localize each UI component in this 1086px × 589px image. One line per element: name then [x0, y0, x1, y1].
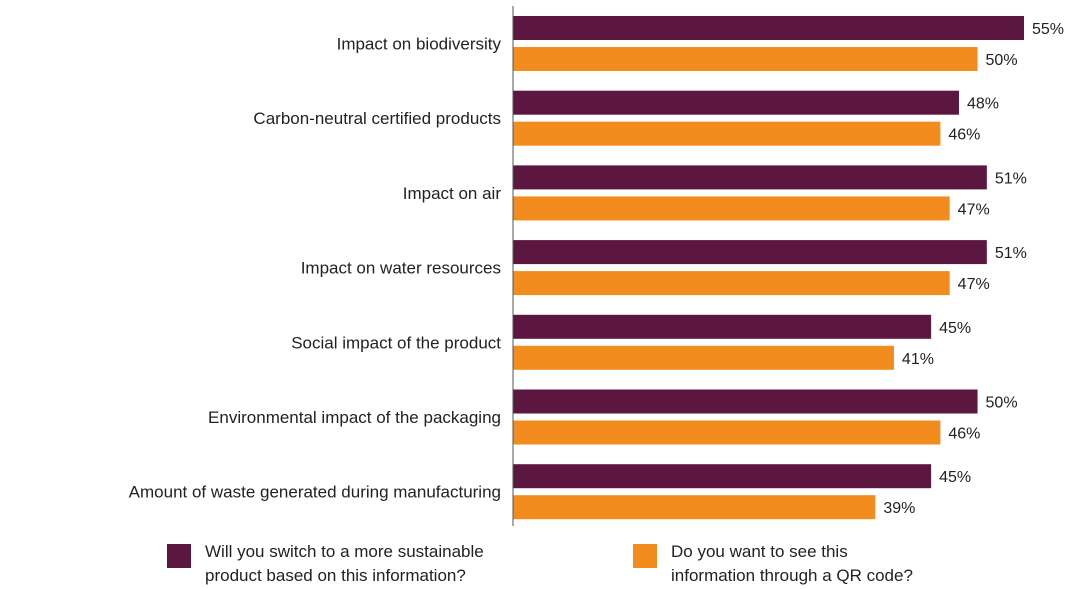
- legend-label-switch: Will you switch to a more sustainable pr…: [205, 540, 575, 588]
- data-label: 51%: [995, 170, 1027, 187]
- legend-item-switch: Will you switch to a more sustainable pr…: [167, 540, 575, 588]
- category-label: Impact on biodiversity: [337, 35, 502, 54]
- category-label: Environmental impact of the packaging: [208, 408, 501, 427]
- data-label: 55%: [1032, 21, 1064, 38]
- data-label: 51%: [995, 245, 1027, 262]
- bar-qr: [513, 121, 941, 146]
- category-label: Impact on water resources: [301, 259, 501, 278]
- data-label: 47%: [958, 201, 990, 218]
- bar-qr: [513, 345, 894, 370]
- bar-switch: [513, 389, 978, 414]
- legend-label-switch-line2: product based on this information?: [205, 566, 466, 585]
- legend-item-qr: Do you want to see this information thro…: [633, 540, 1041, 588]
- bar-qr: [513, 196, 950, 221]
- category-label: Carbon-neutral certified products: [253, 109, 501, 128]
- bar-qr: [513, 271, 950, 296]
- category-label: Social impact of the product: [291, 333, 501, 352]
- data-label: 50%: [986, 395, 1018, 412]
- data-label: 45%: [939, 320, 971, 337]
- bar-switch: [513, 90, 959, 115]
- bar-switch: [513, 165, 987, 190]
- chart-legend: Will you switch to a more sustainable pr…: [0, 540, 1086, 589]
- data-label: 50%: [986, 52, 1018, 69]
- legend-swatch-qr: [633, 544, 657, 568]
- category-label: Impact on air: [403, 184, 502, 203]
- bar-qr: [513, 420, 941, 445]
- data-label: 47%: [958, 276, 990, 293]
- bar-switch: [513, 314, 932, 339]
- bar-switch: [513, 16, 1024, 40]
- legend-label-switch-line1: Will you switch to a more sustainable: [205, 542, 484, 561]
- legend-label-qr-line1: Do you want to see this: [671, 542, 848, 561]
- data-label: 46%: [948, 426, 980, 443]
- legend-label-qr-line2: information through a QR code?: [671, 566, 913, 585]
- data-label: 41%: [902, 351, 934, 368]
- data-label: 39%: [883, 500, 915, 517]
- data-label: 45%: [939, 469, 971, 486]
- bar-qr: [513, 47, 978, 71]
- data-label: 46%: [948, 127, 980, 144]
- bar-switch: [513, 464, 932, 489]
- legend-label-qr: Do you want to see this information thro…: [671, 540, 1041, 588]
- legend-swatch-switch: [167, 544, 191, 568]
- category-label: Amount of waste generated during manufac…: [129, 483, 501, 502]
- data-label: 48%: [967, 96, 999, 113]
- bar-qr: [513, 495, 876, 520]
- bar-switch: [513, 240, 987, 265]
